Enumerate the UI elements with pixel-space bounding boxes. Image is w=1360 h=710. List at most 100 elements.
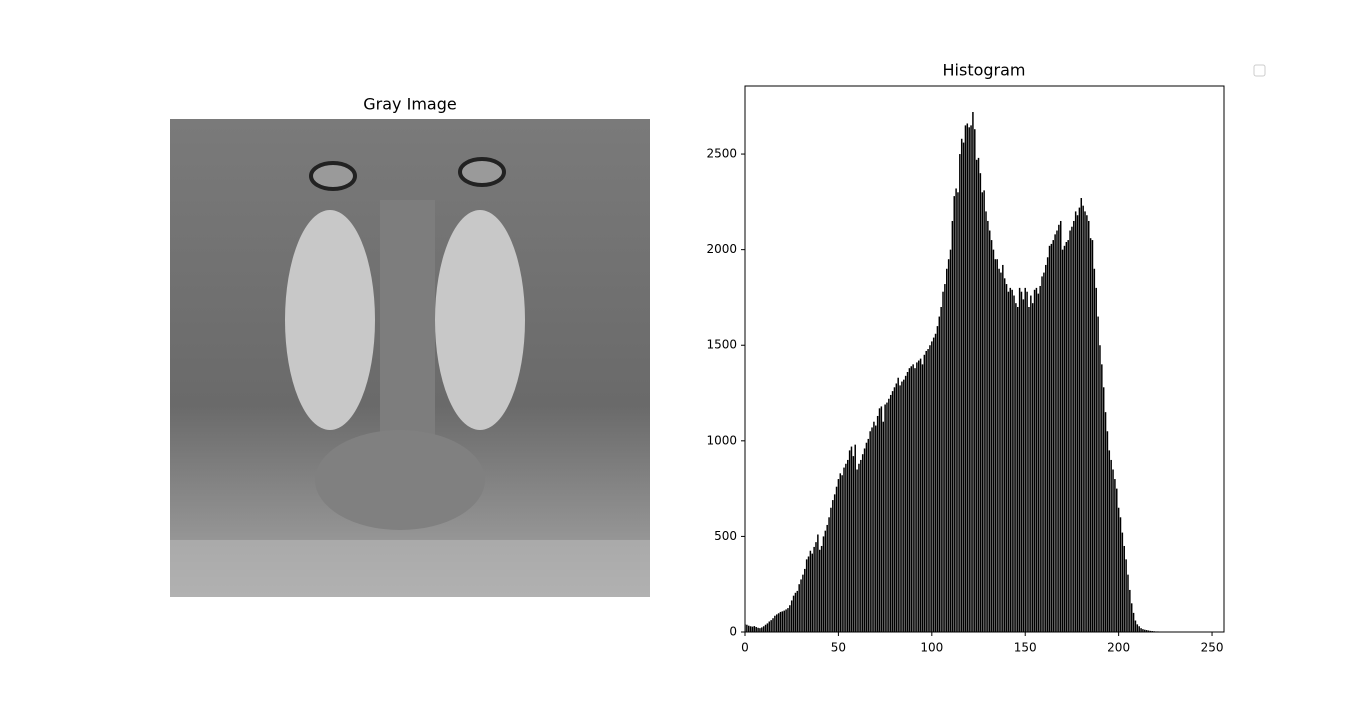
bar	[869, 431, 871, 632]
bar	[811, 553, 814, 632]
bar	[1121, 532, 1124, 632]
bar	[843, 467, 845, 632]
bar	[1130, 603, 1133, 632]
bar	[1013, 295, 1015, 632]
bar	[974, 129, 976, 632]
bar	[1078, 207, 1081, 632]
bar	[792, 595, 795, 632]
bar	[854, 444, 856, 632]
bar	[1101, 364, 1103, 632]
bar	[1058, 224, 1060, 632]
bar	[878, 408, 881, 632]
bar	[818, 549, 821, 632]
bar	[848, 450, 851, 632]
bar	[856, 469, 858, 632]
bar	[903, 379, 905, 632]
bar	[1102, 387, 1105, 632]
x-tick-label: 200	[1107, 641, 1130, 655]
bar	[770, 620, 772, 632]
bar	[1024, 287, 1026, 632]
bar	[1108, 450, 1111, 632]
bar	[785, 609, 787, 632]
bar	[1099, 345, 1101, 632]
bar	[981, 192, 984, 632]
bar	[1033, 289, 1036, 632]
bar	[912, 364, 914, 632]
bar	[880, 406, 883, 632]
bar	[949, 249, 952, 632]
bar	[955, 188, 957, 632]
bar	[826, 524, 828, 632]
bar	[899, 385, 901, 632]
bar	[847, 459, 849, 632]
bar	[1037, 293, 1040, 632]
bar	[858, 463, 860, 632]
bar	[863, 448, 866, 632]
bar	[832, 500, 834, 632]
bars	[745, 112, 1182, 632]
bar	[951, 220, 954, 632]
bar	[957, 192, 959, 632]
bar	[1067, 240, 1069, 632]
gray-image	[170, 119, 650, 597]
bar	[852, 456, 855, 632]
bar	[970, 125, 972, 632]
bar	[1106, 431, 1109, 632]
bar	[932, 337, 935, 632]
bar	[927, 349, 929, 632]
bar	[783, 610, 785, 632]
bar	[1089, 238, 1092, 632]
bar	[871, 427, 873, 632]
bar	[757, 627, 759, 632]
bar	[998, 268, 1000, 632]
bar	[1059, 220, 1062, 632]
bar	[805, 559, 808, 632]
bar	[1114, 479, 1116, 632]
bar	[759, 628, 761, 632]
bar	[938, 316, 941, 632]
bar	[895, 383, 898, 632]
bar	[1134, 620, 1137, 632]
x-tick-label: 150	[1014, 641, 1037, 655]
bar	[865, 442, 868, 632]
bar	[761, 627, 763, 632]
bar	[837, 479, 840, 632]
bar	[817, 534, 819, 632]
bar	[1061, 249, 1064, 632]
bar	[809, 550, 812, 632]
bar	[947, 259, 950, 632]
bar	[1022, 299, 1025, 632]
bar	[942, 291, 944, 632]
bar	[749, 626, 752, 632]
x-tick-label: 0	[741, 641, 749, 655]
bar	[975, 159, 978, 632]
bar	[953, 196, 955, 632]
bar	[1123, 545, 1125, 632]
bar	[919, 358, 922, 632]
bar	[787, 608, 789, 632]
bar	[1117, 507, 1120, 632]
bar	[1144, 629, 1146, 632]
bar	[841, 475, 843, 632]
bar	[962, 142, 965, 632]
bar	[1116, 488, 1118, 632]
bar	[959, 154, 961, 632]
bar	[906, 372, 909, 632]
chart-title: Histogram	[943, 61, 1026, 80]
bar	[888, 398, 890, 632]
bar	[1145, 630, 1148, 632]
bar	[979, 173, 982, 632]
bar	[1149, 630, 1152, 632]
bar	[925, 350, 927, 632]
bar	[815, 542, 817, 632]
bar	[990, 240, 993, 632]
bar	[1104, 412, 1107, 632]
bar	[934, 333, 937, 632]
bar	[747, 625, 750, 632]
bar	[921, 364, 924, 632]
y-tick-label: 1500	[706, 338, 737, 352]
bar	[1056, 230, 1058, 632]
bar	[987, 220, 989, 632]
bar	[753, 626, 756, 632]
